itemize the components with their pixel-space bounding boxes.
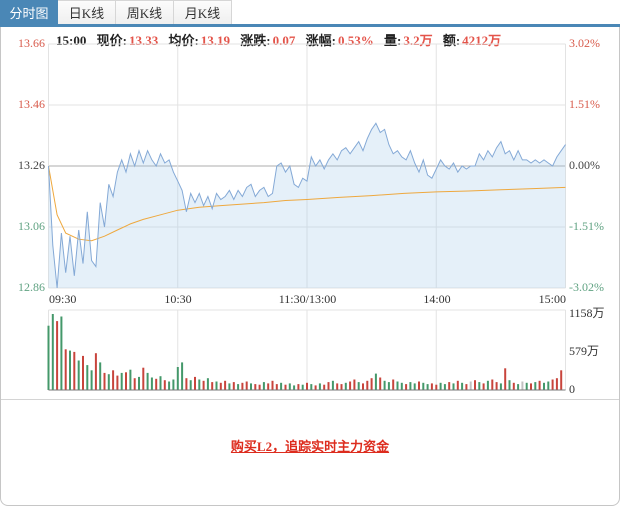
tab-weekly-k[interactable]: 周K线 (116, 0, 174, 24)
left-axis-label-3: 13.06 (18, 219, 45, 233)
right-axis-label-3: -1.51% (569, 219, 604, 233)
volume-axis-label-mid: 579万 (569, 344, 600, 358)
buy-l2-link[interactable]: 购买L2，追踪实时主力资金 (230, 438, 390, 454)
left-axis-label-0: 13.66 (18, 36, 45, 50)
tab-monthly-k[interactable]: 月K线 (174, 0, 232, 24)
x-axis-label-1500: 15:00 (538, 292, 566, 306)
right-axis-label-1: 1.51% (569, 97, 600, 111)
x-axis-label-1130-1300: 11:30/13:00 (278, 292, 337, 306)
x-axis-label-1030: 10:30 (164, 292, 192, 306)
tab-intraday[interactable]: 分时图 (0, 0, 58, 24)
right-axis-label-2: 0.00% (569, 158, 600, 172)
right-axis-label-0: 3.02% (569, 36, 600, 50)
volume-axis-label-zero: 0 (569, 382, 575, 396)
volume-axis-label-max: 1158万 (569, 306, 605, 320)
chart-panel: 15:00 现价: 13.33 均价: 13.19 涨跌: 0.07 涨幅: 0.53%… (0, 27, 620, 506)
chart-area: 15:00 现价: 13.33 均价: 13.19 涨跌: 0.07 涨幅: 0.53%… (1, 27, 619, 504)
chart-tabbar: 分时图 日K线 周K线 月K线 (0, 0, 620, 24)
left-axis-label-1: 13.46 (18, 97, 45, 111)
intraday-chart-canvas[interactable] (1, 27, 619, 504)
promo-section: 购买L2，追踪实时主力资金 (1, 400, 619, 504)
x-axis-label-1400: 14:00 (423, 292, 451, 306)
right-axis-label-4: -3.02% (569, 280, 604, 294)
tab-accent-bar (0, 24, 620, 27)
x-axis-label-0930: 09:30 (49, 292, 77, 306)
tab-daily-k[interactable]: 日K线 (58, 0, 116, 24)
left-axis-label-4: 12.86 (18, 280, 45, 294)
panel-divider (1, 399, 619, 400)
left-axis-label-2: 13.26 (18, 158, 45, 172)
